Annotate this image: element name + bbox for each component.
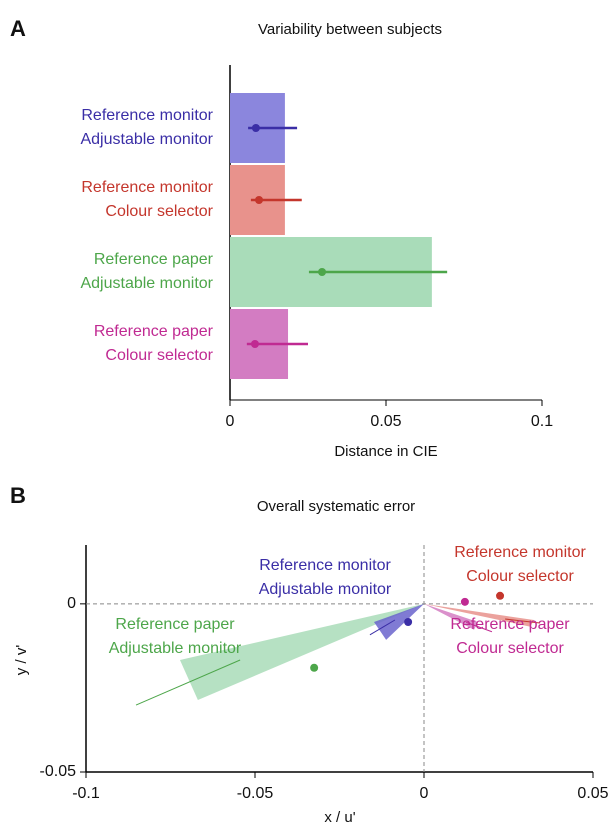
point: [310, 663, 319, 672]
y-tick-label: 0: [67, 595, 76, 612]
wedge: [424, 603, 534, 627]
point: [460, 597, 469, 606]
series-label: Reference monitor: [259, 557, 391, 574]
x-tick-label: 0: [226, 413, 235, 430]
x-tick-label: 0.05: [577, 785, 608, 802]
direction-line: [369, 619, 396, 636]
category-label: Reference monitor: [81, 179, 213, 196]
series-label: Reference paper: [115, 616, 235, 633]
series-label: Reference monitor: [454, 544, 586, 561]
x-tick-label: 0: [420, 785, 429, 802]
category-label: Colour selector: [105, 203, 213, 220]
chart-title: Overall systematic error: [257, 498, 415, 515]
point: [251, 124, 260, 132]
panel-label: B: [10, 483, 26, 508]
wedge: [373, 603, 424, 640]
y-axis-label: y / v': [13, 645, 30, 676]
category-label: Adjustable monitor: [80, 131, 213, 148]
series-label: Colour selector: [456, 640, 564, 657]
category-label: Reference monitor: [81, 107, 213, 124]
point: [496, 591, 505, 600]
series-label: Adjustable monitor: [109, 640, 242, 657]
point: [250, 340, 259, 348]
x-axis-label: Distance in CIE: [334, 443, 437, 460]
series-label: Colour selector: [466, 568, 574, 585]
series-label: Adjustable monitor: [259, 581, 392, 598]
category-label: Colour selector: [105, 347, 213, 364]
direction-line: [505, 618, 540, 624]
direction-line: [466, 621, 493, 633]
x-tick-label: 0.05: [370, 413, 401, 430]
wedge: [424, 603, 479, 630]
x-axis-label: x / u': [324, 809, 355, 826]
category-label: Adjustable monitor: [80, 275, 213, 292]
category-label: Reference paper: [94, 323, 214, 340]
point: [404, 618, 413, 627]
wedge: [179, 603, 424, 701]
chart-title: Variability between subjects: [258, 21, 442, 38]
category-label: Reference paper: [94, 251, 214, 268]
x-tick-label: -0.05: [237, 785, 274, 802]
x-tick-label: 0.1: [531, 413, 553, 430]
direction-line: [135, 659, 241, 706]
panel-label: A: [10, 16, 26, 41]
series-label: Reference paper: [450, 616, 570, 633]
x-tick-label: -0.1: [72, 785, 100, 802]
point: [318, 268, 327, 276]
y-tick-label: -0.05: [40, 763, 77, 780]
point: [255, 196, 264, 204]
